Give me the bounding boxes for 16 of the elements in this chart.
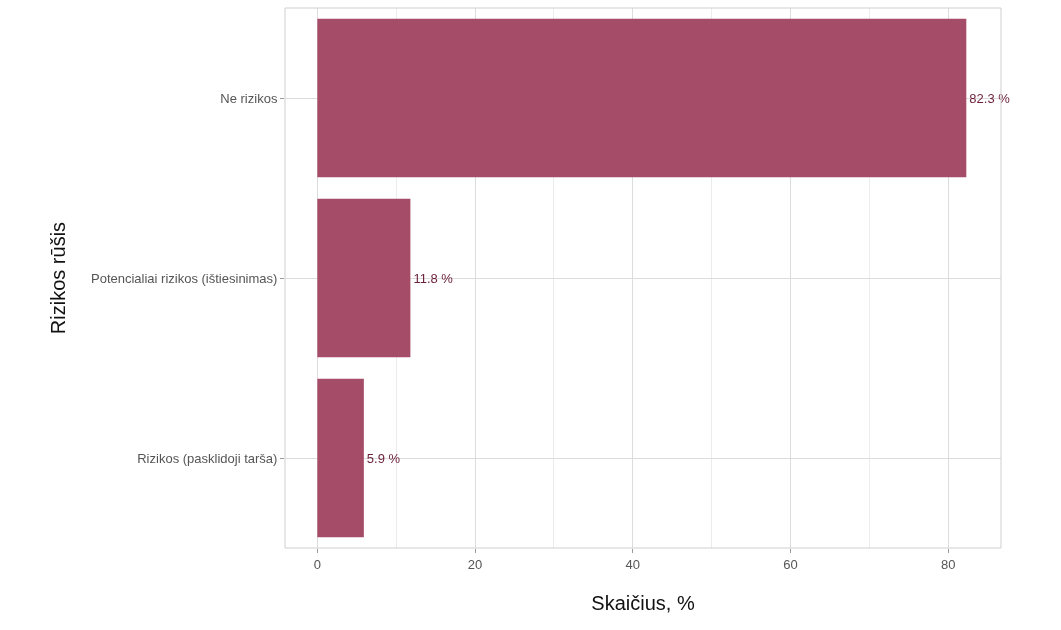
data-label: 11.8 % [413,270,454,286]
x-tick-label: 40 [625,556,640,572]
x-axis-title: Skaičius, % [591,592,695,615]
x-tick-label: 0 [313,556,321,572]
bar [317,18,967,178]
data-label: 82.3 % [969,90,1011,106]
y-tick-label: Rizikos (pasklidoji tarša) [137,450,278,466]
y-tick-label: Ne rizikos [220,90,278,106]
x-tick-label: 60 [783,556,798,572]
y-axis-title: Rizikos rūšis [46,221,69,335]
x-tick-label: 80 [940,556,956,572]
bar [317,198,411,358]
bar [317,378,364,538]
data-label: 5.9 % [366,450,401,466]
x-tick-label: 20 [467,556,483,572]
y-tick-label: Potencialiai rizikos (ištiesinimas) [91,270,278,286]
